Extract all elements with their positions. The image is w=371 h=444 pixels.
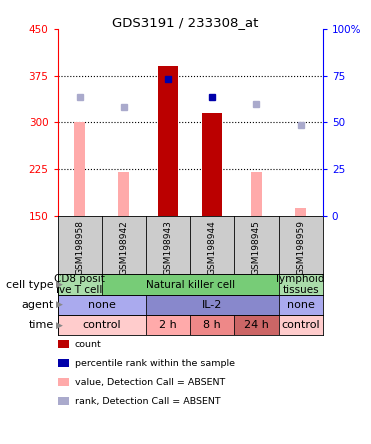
Text: ▶: ▶: [56, 300, 63, 309]
Bar: [234, 315, 279, 335]
Text: Natural killer cell: Natural killer cell: [145, 280, 235, 289]
Text: time: time: [29, 320, 54, 330]
Text: GSM198944: GSM198944: [208, 220, 217, 275]
Text: lymphoid
tissues: lymphoid tissues: [276, 274, 325, 295]
Text: agent: agent: [22, 300, 54, 310]
Text: none: none: [88, 300, 116, 310]
Bar: [74, 122, 85, 216]
Text: rank, Detection Call = ABSENT: rank, Detection Call = ABSENT: [75, 397, 221, 406]
Text: 2 h: 2 h: [159, 320, 177, 330]
Bar: [279, 274, 323, 295]
Text: cell type: cell type: [6, 280, 54, 289]
Bar: [279, 295, 323, 315]
Text: GSM198945: GSM198945: [252, 220, 261, 275]
Bar: [251, 172, 262, 216]
Text: GSM198942: GSM198942: [119, 220, 128, 275]
Text: percentile rank within the sample: percentile rank within the sample: [75, 359, 235, 368]
Text: CD8 posit
ive T cell: CD8 posit ive T cell: [54, 274, 105, 295]
Bar: [202, 113, 222, 216]
Text: ▶: ▶: [56, 280, 63, 289]
Bar: [279, 315, 323, 335]
Text: 24 h: 24 h: [244, 320, 269, 330]
Bar: [295, 208, 306, 216]
Bar: [58, 274, 102, 295]
Text: ▶: ▶: [56, 321, 63, 329]
Text: count: count: [75, 340, 102, 349]
Bar: [146, 315, 190, 335]
Text: GDS3191 / 233308_at: GDS3191 / 233308_at: [112, 16, 259, 28]
Bar: [118, 172, 129, 216]
Text: none: none: [287, 300, 315, 310]
Text: control: control: [82, 320, 121, 330]
Bar: [146, 295, 279, 315]
Bar: [190, 315, 234, 335]
Text: control: control: [281, 320, 320, 330]
Bar: [102, 274, 279, 295]
Bar: [158, 66, 178, 216]
Bar: [58, 295, 146, 315]
Bar: [58, 315, 146, 335]
Text: IL-2: IL-2: [202, 300, 223, 310]
Text: GSM198943: GSM198943: [164, 220, 173, 275]
Text: value, Detection Call = ABSENT: value, Detection Call = ABSENT: [75, 378, 225, 387]
Text: GSM198958: GSM198958: [75, 220, 84, 275]
Text: GSM198959: GSM198959: [296, 220, 305, 275]
Text: 8 h: 8 h: [203, 320, 221, 330]
